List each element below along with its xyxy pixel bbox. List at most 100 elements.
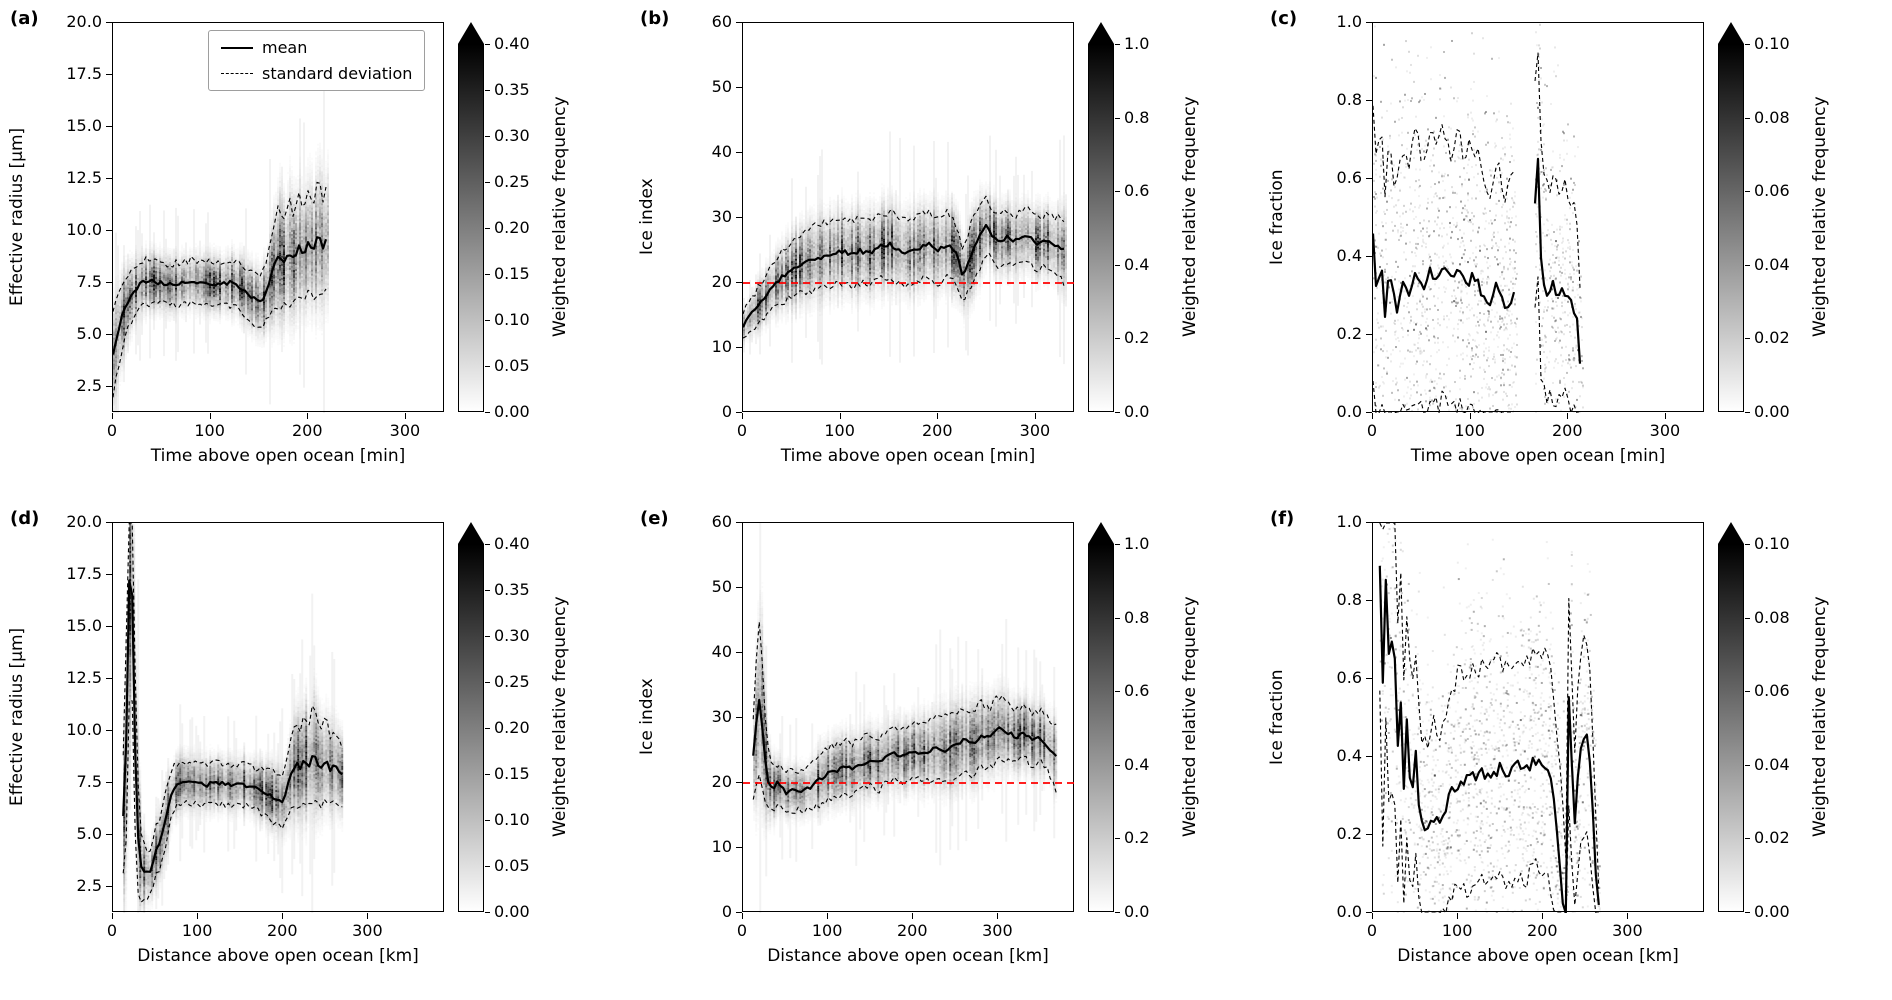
y-tick-label: 7.5	[76, 772, 102, 791]
colorbar-tick-label: 0.04	[1754, 254, 1790, 274]
y-tick-label: 12.5	[66, 668, 102, 687]
y-tick-mark	[736, 152, 742, 153]
colorbar-tick-mark	[485, 366, 490, 367]
x-tick-label: 300	[1649, 421, 1681, 440]
colorbar-tick-label: 0.00	[1754, 902, 1790, 921]
y-tick-label: 0.4	[1336, 246, 1362, 265]
x-tick-label: 100	[1454, 421, 1485, 440]
colorbar-tick-mark	[1745, 764, 1750, 766]
colorbar-tick-mark	[1745, 912, 1750, 913]
panel-letter-d: (d)	[10, 508, 40, 529]
colorbar-tick-label: 0.08	[1754, 607, 1790, 627]
colorbar-tick-mark	[485, 590, 490, 591]
x-tick-mark	[404, 413, 406, 419]
colorbar-tick-label: 0.35	[494, 580, 530, 599]
colorbar-tick-mark	[1745, 44, 1750, 45]
colorbar-tick-label: 0.10	[494, 810, 530, 829]
x-tick-label: 200	[896, 921, 928, 940]
colorbar-tick-mark	[485, 820, 490, 821]
y-tick-label: 10	[711, 337, 732, 356]
x-tick-mark	[367, 913, 369, 919]
x-tick-label: 0	[1366, 921, 1378, 940]
colorbar-tick-label: 0.06	[1754, 681, 1790, 701]
colorbar-tick-label: 0.05	[494, 356, 530, 375]
panel-letter-a: (a)	[10, 8, 39, 29]
colorbar-tick-label: 0.10	[494, 310, 530, 329]
colorbar-tick-mark	[1745, 412, 1750, 413]
x-axis-label-b: Time above open ocean [min]	[780, 446, 1036, 466]
colorbar-tick-label: 0.00	[494, 902, 530, 921]
y-tick-mark	[106, 230, 112, 231]
colorbar-tick-mark	[1115, 191, 1120, 193]
y-tick-mark	[736, 652, 742, 653]
plot-area-d	[112, 522, 445, 913]
colorbar-a	[458, 22, 484, 412]
x-tick-label: 300	[982, 921, 1013, 940]
y-tick-mark	[106, 626, 112, 627]
y-tick-mark	[736, 522, 742, 523]
panel-letter-b: (b)	[640, 8, 670, 29]
x-axis-label-f: Distance above open ocean [km]	[1397, 946, 1679, 966]
colorbar-e	[1088, 522, 1114, 912]
y-tick-label: 1.0	[1336, 512, 1362, 531]
colorbar-tick-mark	[1745, 691, 1750, 693]
colorbar-tick-mark	[485, 320, 490, 321]
x-tick-label: 200	[292, 421, 323, 440]
x-tick-label: 100	[824, 421, 855, 440]
colorbar-tick-label: 1.0	[1124, 534, 1150, 553]
colorbar-tick-label: 0.4	[1124, 754, 1150, 774]
y-tick-label: 0.6	[1336, 168, 1362, 187]
x-tick-mark	[1542, 913, 1544, 919]
y-tick-mark	[1366, 600, 1372, 601]
y-tick-mark	[106, 334, 112, 335]
colorbar-label-a: Weighted relative frequency	[550, 96, 570, 338]
y-tick-label: 50	[711, 577, 732, 596]
y-tick-label: 30	[711, 207, 732, 226]
panel-a: (a) Effective radius [µm] 2.5 5.0 7.5 10.0 12.…	[0, 0, 630, 500]
colorbar-label-b: Weighted relative frequency	[1180, 96, 1200, 338]
colorbar-tick-mark	[485, 774, 490, 775]
y-tick-mark	[736, 217, 742, 218]
x-tick-mark	[1372, 413, 1373, 419]
y-tick-mark	[736, 412, 742, 413]
legend-label: mean	[262, 38, 308, 57]
y-tick-mark	[106, 178, 112, 179]
colorbar-tick-label: 0.25	[494, 672, 530, 691]
colorbar-label-f: Weighted relative frequency	[1810, 596, 1830, 838]
y-tick-mark	[736, 847, 742, 848]
colorbar-tick-label: 0.02	[1754, 328, 1790, 348]
panel-letter-f: (f)	[1270, 508, 1295, 529]
y-tick-mark	[106, 678, 112, 679]
colorbar-tick-mark	[485, 44, 490, 45]
x-tick-mark	[1372, 913, 1373, 919]
x-axis-label-e: Distance above open ocean [km]	[767, 946, 1049, 966]
x-tick-label: 300	[1019, 421, 1051, 440]
colorbar-tick-label: 0.0	[1124, 902, 1150, 921]
y-tick-label: 0.0	[1336, 902, 1362, 921]
heatmap-canvas-f	[1373, 523, 1705, 913]
y-tick-label: 15.0	[66, 116, 102, 135]
y-tick-label: 17.5	[66, 64, 102, 83]
y-tick-mark	[106, 730, 112, 731]
y-tick-label: 0.8	[1336, 90, 1362, 109]
colorbar-tick-mark	[1745, 544, 1750, 545]
x-tick-mark	[209, 413, 211, 419]
y-tick-label: 20.0	[66, 512, 102, 531]
colorbar-label-d: Weighted relative frequency	[550, 596, 570, 838]
colorbar-tick-mark	[485, 728, 490, 729]
plot-area-c	[1372, 22, 1705, 413]
x-tick-label: 200	[922, 421, 953, 440]
y-tick-mark	[1366, 678, 1372, 679]
x-tick-label: 0	[736, 921, 748, 940]
y-tick-label: 0.6	[1336, 668, 1362, 687]
y-tick-mark	[1366, 756, 1372, 757]
colorbar-tick-mark	[1115, 691, 1120, 693]
colorbar-tick-mark	[485, 412, 490, 413]
colorbar-tick-label: 0.30	[494, 126, 530, 145]
y-tick-mark	[736, 347, 742, 348]
panel-d: (d) Effective radius [µm] 2.5 5.0 7.5 10.0 12.…	[0, 500, 630, 1000]
y-tick-label: 10	[711, 837, 732, 856]
colorbar-tick-label: 0.35	[494, 80, 530, 99]
x-tick-label: 100	[1441, 921, 1473, 940]
